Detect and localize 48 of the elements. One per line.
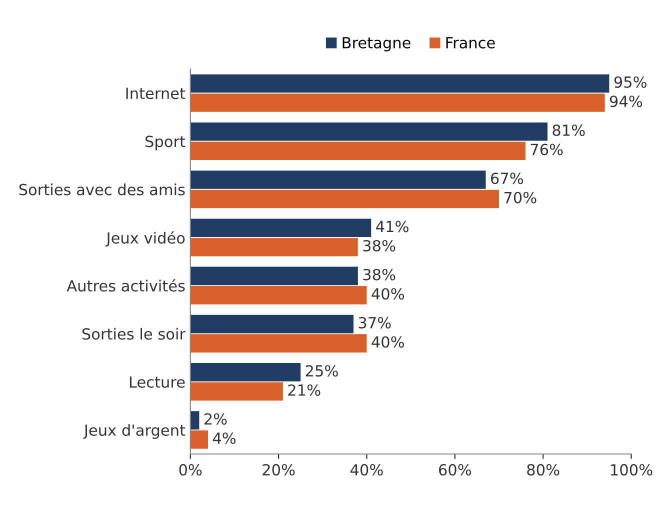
legend-label: Bretagne [342,37,410,52]
data-label: 38% [363,240,396,252]
data-label: 25% [306,365,338,377]
data-label: 4% [212,432,236,444]
bar [190,430,208,449]
y-tick-label: Sorties avec des amis [19,184,185,196]
y-tick-label: Internet [126,88,186,100]
data-label: 94% [610,96,642,108]
y-tick-label: Sorties le soir [82,328,186,340]
bar [190,238,358,256]
data-label: 40% [372,288,404,300]
x-tick-label: 80% [527,464,560,476]
data-label: 2% [204,413,227,425]
data-label: 21% [288,384,320,396]
y-tick-label: Jeux vidéo [106,231,185,247]
bar [190,170,486,189]
x-tick-label: 20% [262,464,295,476]
legend-label: France [446,37,495,48]
x-tick-label: 100% [611,464,652,476]
data-label: 40% [372,336,404,348]
data-label: 76% [530,144,563,156]
bar [190,382,283,401]
x-tick-label: 0% [179,464,202,476]
data-label: 37% [358,316,391,329]
bar [190,266,358,286]
data-label: 95% [614,76,646,88]
bar [190,334,367,352]
bar [190,314,354,334]
bar [190,94,605,112]
bar [190,142,526,160]
x-tick-label: 40% [350,464,383,476]
y-tick-label: Sport [146,136,186,150]
bar [190,218,372,237]
data-label: 67% [491,172,524,184]
y-tick-label: Autres activités [66,279,185,292]
bar [190,286,367,304]
data-label: 81% [552,124,585,136]
bar [190,363,301,382]
bar [190,411,200,430]
bar [190,122,548,141]
bar [190,190,499,208]
data-label: 38% [363,268,396,280]
y-tick-label: Lecture [130,376,185,388]
x-tick-label: 60% [438,464,472,476]
bar [190,74,610,93]
y-tick-label: Jeux d'argent [83,424,186,439]
data-label: 41% [376,220,408,232]
data-label: 70% [504,192,536,204]
